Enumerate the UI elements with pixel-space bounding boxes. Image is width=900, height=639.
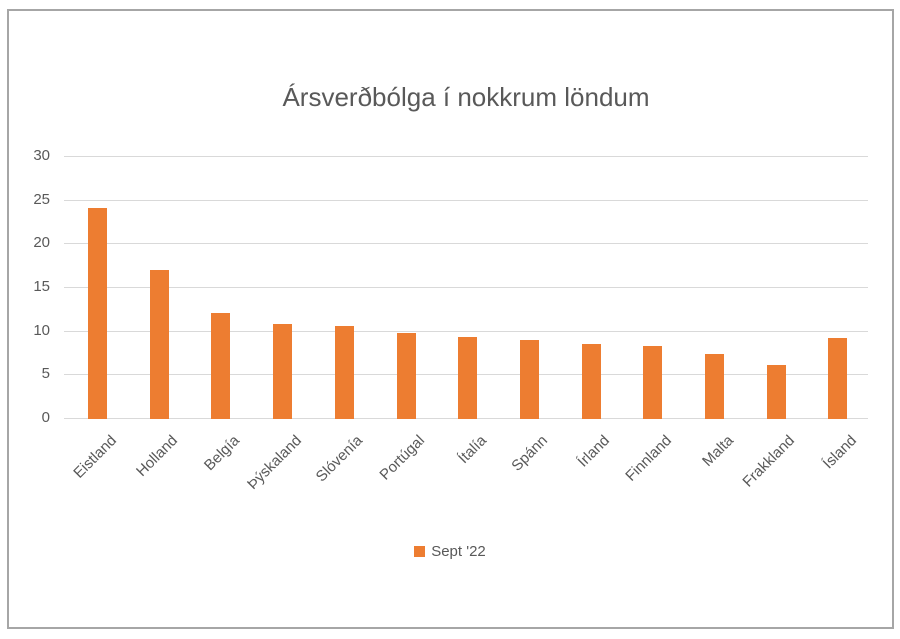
gridline: [64, 287, 868, 288]
bar-finnland: [643, 345, 663, 419]
gridline: [64, 331, 868, 332]
bar-írland: [581, 343, 601, 419]
bar-portúgal: [396, 333, 416, 419]
bar-slóvenía: [334, 326, 354, 419]
y-axis-tick-label: 15: [33, 278, 50, 295]
bar-malta: [705, 354, 724, 419]
bar-eistland: [88, 207, 107, 419]
bar-frakkland: [766, 364, 786, 419]
legend-label: Sept '22: [431, 543, 486, 560]
y-axis-tick-label: 5: [41, 365, 50, 383]
gridline: [64, 156, 868, 157]
gridline: [64, 200, 868, 201]
bar-ísland: [828, 337, 848, 419]
gridline: [64, 243, 868, 244]
bar-spánn: [519, 340, 539, 419]
bar-belgía: [211, 313, 231, 419]
y-axis-tick-label: 20: [33, 234, 50, 252]
bar-þýskaland: [273, 323, 293, 419]
chart-title: Ársverðbólga í nokkrum löndum: [282, 82, 650, 112]
bar-holland: [149, 269, 169, 419]
legend-swatch-icon: [414, 546, 426, 557]
y-axis-tick-label: 10: [33, 321, 50, 339]
bar-ítalía: [458, 336, 478, 419]
legend: Sept '22: [0, 543, 900, 560]
y-axis-tick-label: 0: [41, 409, 50, 426]
y-axis-tick-label: 30: [33, 147, 50, 164]
plot-area: [64, 156, 868, 419]
y-axis-tick-label: 25: [33, 190, 50, 208]
